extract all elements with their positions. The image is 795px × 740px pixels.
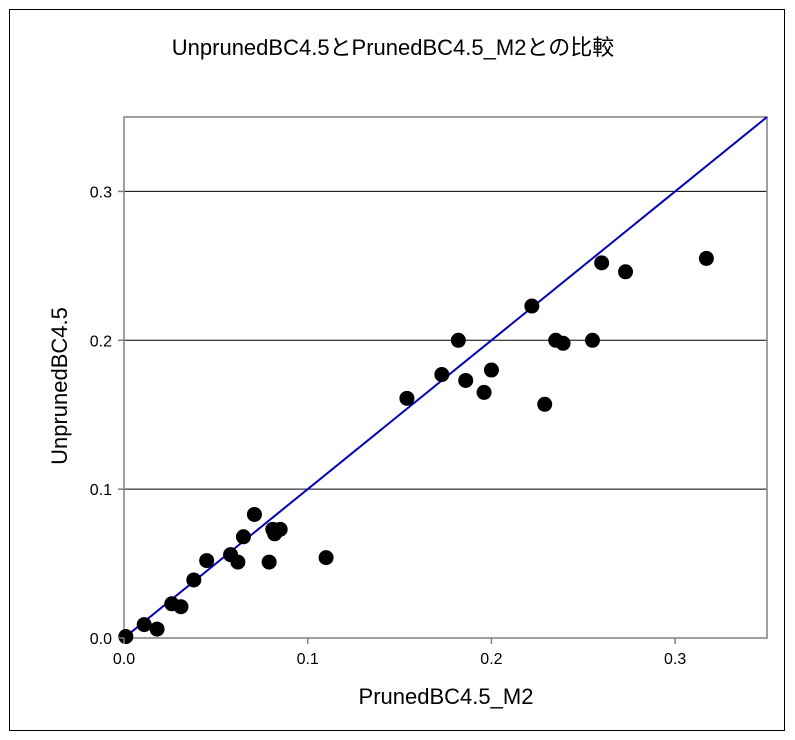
data-point xyxy=(594,255,610,271)
x-tick-label: 0.1 xyxy=(297,651,319,668)
data-point xyxy=(476,384,492,400)
y-tick-label: 0.3 xyxy=(90,184,112,201)
data-point xyxy=(199,553,215,569)
chart-frame: UnprunedBC4.5とPrunedBC4.5_M2との比較 0.0 0.1 0… xyxy=(9,9,785,731)
data-point xyxy=(584,332,600,348)
data-point xyxy=(246,506,262,522)
y-tick-label: 0.1 xyxy=(90,482,112,499)
data-point xyxy=(272,521,288,537)
chart-title: UnprunedBC4.5とPrunedBC4.5_M2との比較 xyxy=(172,35,614,60)
data-point xyxy=(483,362,499,378)
y-tick-label: 0.2 xyxy=(90,333,112,350)
data-point xyxy=(618,264,634,280)
data-point xyxy=(458,372,474,388)
data-points xyxy=(118,250,714,645)
data-point xyxy=(434,367,450,383)
data-point xyxy=(399,390,415,406)
y-axis-title: UnprunedBC4.5 xyxy=(47,307,72,465)
data-point xyxy=(261,554,277,570)
data-point xyxy=(149,621,165,637)
data-point xyxy=(537,396,553,412)
x-tick-label: 0.0 xyxy=(113,651,135,668)
data-point xyxy=(524,298,540,314)
data-point xyxy=(450,332,466,348)
data-point xyxy=(186,572,202,588)
y-tick-label: 0.0 xyxy=(90,631,112,648)
data-point xyxy=(698,250,714,266)
y-axis-ticks: 0.0 0.1 0.2 0.3 xyxy=(90,184,124,648)
data-point xyxy=(230,554,246,570)
data-point xyxy=(118,629,134,645)
x-tick-label: 0.3 xyxy=(664,651,686,668)
scatter-chart: UnprunedBC4.5とPrunedBC4.5_M2との比較 0.0 0.1 0… xyxy=(47,35,768,709)
data-point xyxy=(555,335,571,351)
plot-area xyxy=(123,116,768,639)
data-point xyxy=(318,550,334,566)
x-axis-ticks: 0.0 0.1 0.2 0.3 xyxy=(113,638,686,668)
x-axis-title: PrunedBC4.5_M2 xyxy=(359,684,534,709)
data-point xyxy=(235,529,251,545)
x-tick-label: 0.2 xyxy=(480,651,502,668)
gridlines xyxy=(124,190,767,490)
data-point xyxy=(173,599,189,615)
data-point xyxy=(136,617,152,633)
